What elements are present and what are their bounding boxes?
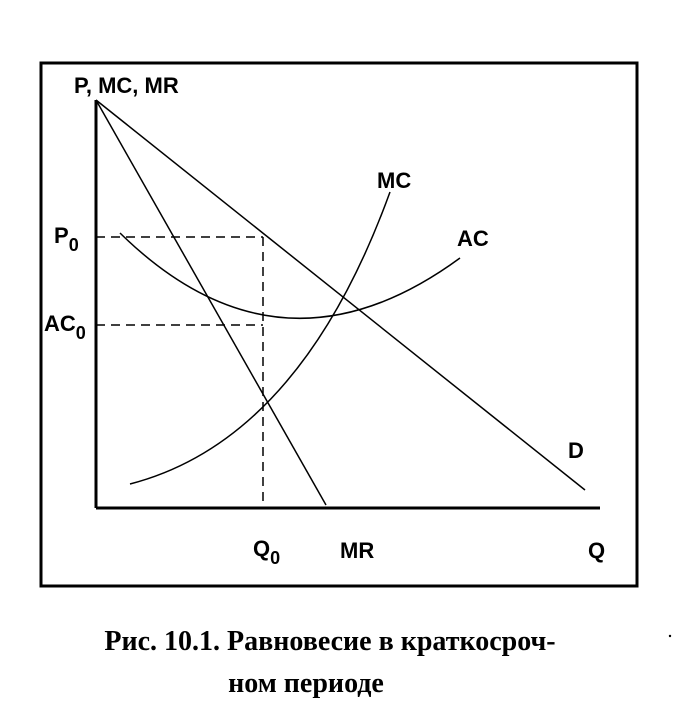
mr-label: MR (340, 538, 374, 563)
demand-line (95, 99, 586, 491)
mr-line (95, 99, 327, 506)
demand-label: D (568, 438, 584, 463)
mc-label: MC (377, 168, 411, 193)
q0-sub: 0 (270, 548, 280, 568)
ac0-sub: 0 (76, 323, 86, 343)
q0-main: Q (253, 536, 270, 561)
p0-sub: 0 (69, 235, 79, 255)
frame (39, 61, 639, 588)
ac-label: AC (457, 226, 489, 251)
ac-curve (119, 232, 461, 319)
p0-main: P (54, 223, 69, 248)
y-axis-label: P, MC, MR (74, 73, 179, 98)
caption-line: Рис. 10.1. Равновесие в краткосроч- (104, 626, 555, 657)
ac0-label: AC0 (44, 311, 86, 343)
caption-line: ном периоде (228, 668, 384, 699)
ac0-main: AC (44, 311, 76, 336)
x-axis-label: Q (588, 538, 605, 563)
q0-label: Q0 (253, 536, 280, 568)
p0-label: P0 (54, 223, 79, 255)
mc-curve (129, 191, 391, 485)
speck (668, 634, 672, 638)
